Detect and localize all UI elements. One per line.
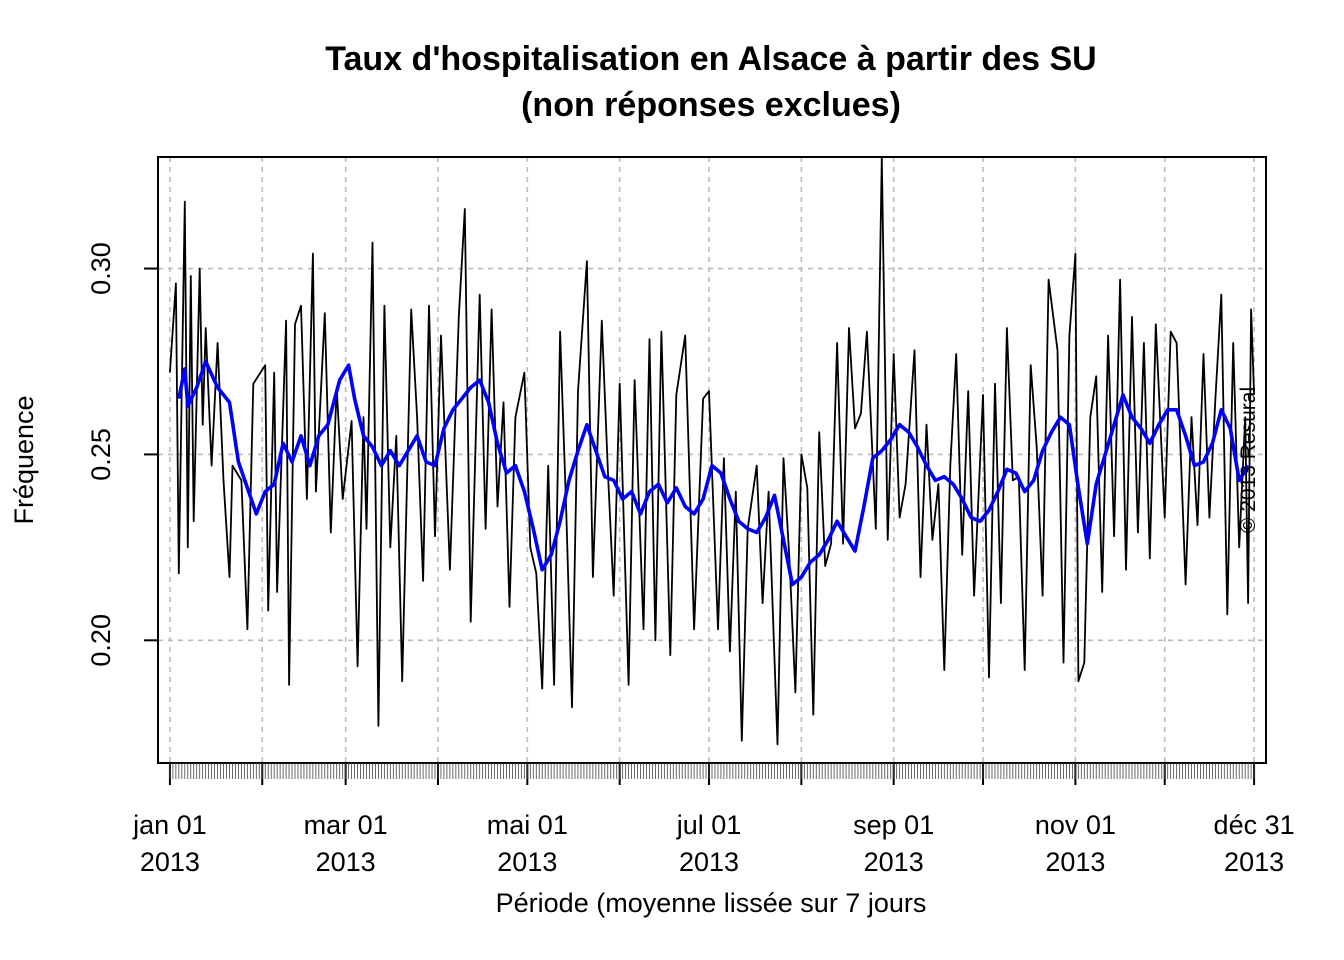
chart-title: Taux d'hospitalisation en Alsace à parti… — [325, 40, 1096, 78]
x-axis-label: Période (moyenne lissée sur 7 jours — [496, 888, 927, 918]
y-tick-label: 0.25 — [86, 428, 116, 481]
series-lines — [169, 156, 1255, 746]
x-tick-label: jan 01 — [132, 810, 207, 840]
x-tick-label: déc 31 — [1214, 810, 1295, 840]
x-tick-label: jul 01 — [676, 810, 742, 840]
x-tick-label: mai 01 — [487, 810, 568, 840]
y-axis-label: Fréquence — [9, 395, 39, 524]
x-tick-label: mar 01 — [304, 810, 388, 840]
copyright-annotation: © 2013 Resural — [1237, 387, 1260, 533]
x-tick-label: nov 01 — [1035, 810, 1116, 840]
y-tick-label: 0.20 — [86, 614, 116, 667]
x-tick-year: 2013 — [864, 847, 924, 877]
x-tick-year: 2013 — [316, 847, 376, 877]
x-axis: jan 01 2013 mar 01 2013 mai 01 2013 jul 01 2013… — [132, 762, 1295, 877]
x-tick-year: 2013 — [1045, 847, 1105, 877]
x-tick-year: 2013 — [679, 847, 739, 877]
x-tick-label: sep 01 — [853, 810, 934, 840]
x-tick-year: 2013 — [140, 847, 200, 877]
chart-subtitle: (non réponses exclues) — [521, 86, 901, 124]
x-tick-year: 2013 — [497, 847, 557, 877]
daily-rate-line — [169, 156, 1255, 746]
x-tick-year: 2013 — [1224, 847, 1284, 877]
y-tick-label: 0.30 — [86, 242, 116, 295]
y-axis: 0.20 0.25 0.30 — [86, 242, 159, 667]
smoothed-rate-line — [177, 359, 1250, 587]
